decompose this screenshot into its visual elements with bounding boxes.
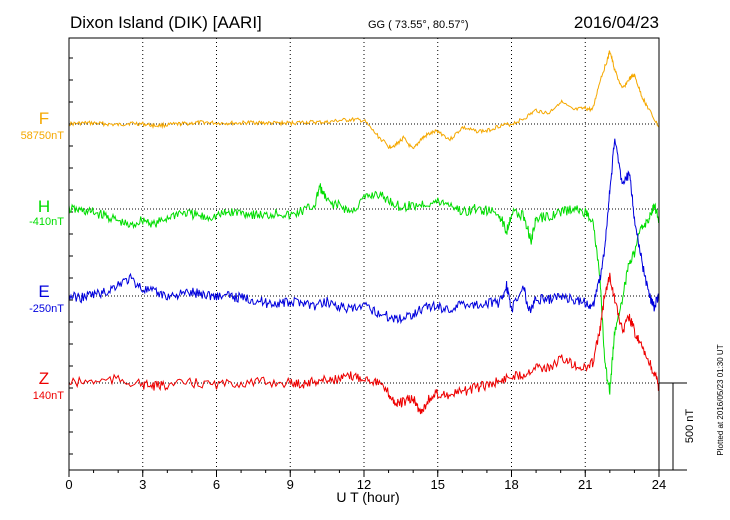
series-baseline-z: 140nT: [33, 390, 64, 402]
series-baseline-f: 58750nT: [21, 130, 65, 142]
x-tick-label: 18: [504, 477, 518, 492]
x-axis-label: U T (hour): [336, 489, 399, 505]
series-line-z: [68, 272, 660, 415]
series-baseline-h: -410nT: [29, 216, 64, 228]
series-name-z: Z: [39, 369, 49, 388]
series-line-f: [69, 50, 660, 150]
station-title: Dixon Island (DIK) [AARI]: [70, 13, 262, 32]
x-tick-label: 21: [578, 477, 592, 492]
x-tick-label: 15: [431, 477, 445, 492]
x-axis-ticks: 0 3 6 9 12 15 18 21 24: [65, 57, 666, 492]
series-lines: [68, 50, 660, 415]
x-tick-label: 6: [213, 477, 220, 492]
series-labels: F 58750nT H-410nT E -250nT Z 140nT: [21, 109, 65, 402]
series-name-e: E: [38, 282, 49, 301]
grid-lines: [142, 38, 586, 470]
series-name-h: H: [38, 197, 50, 216]
x-tick-label: 9: [287, 477, 294, 492]
series-name-f: F: [39, 109, 49, 128]
series-line-h: [68, 183, 660, 395]
x-tick-label: 24: [652, 477, 666, 492]
geo-coordinates: GG ( 73.55°, 80.57°): [368, 19, 469, 31]
x-tick-label: 12: [357, 477, 371, 492]
date-label: 2016/04/23: [574, 13, 659, 32]
scale-bar: [659, 382, 687, 471]
baselines: [69, 123, 659, 384]
x-tick-label: 3: [139, 477, 146, 492]
scale-bar-label: 500 nT: [684, 409, 696, 444]
series-line-e: [68, 138, 660, 325]
plot-frame: [68, 37, 660, 471]
series-baseline-e: -250nT: [29, 303, 64, 315]
plotted-timestamp: Plotted at 2016/05/23 01:30 UT: [716, 344, 725, 455]
x-tick-label: 0: [65, 477, 72, 492]
